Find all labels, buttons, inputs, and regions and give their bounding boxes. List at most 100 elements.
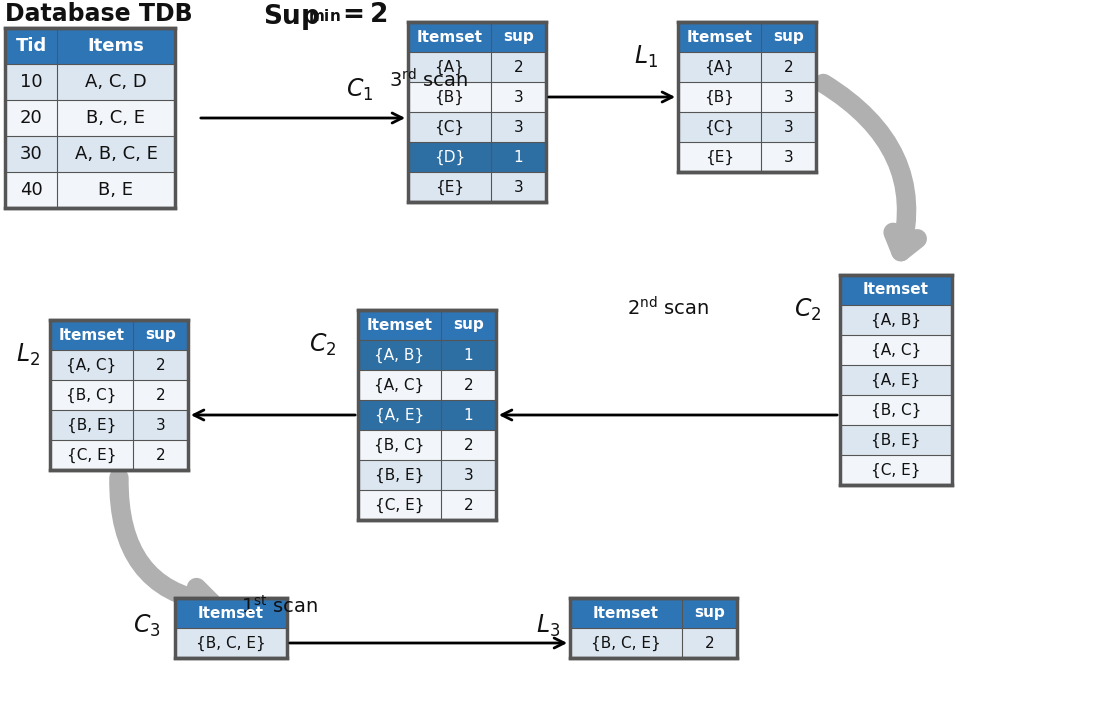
Text: 1: 1 (514, 150, 523, 164)
Text: A, B, C, E: A, B, C, E (75, 145, 158, 163)
Bar (50, 410, 133, 440)
Bar (408, 82, 491, 112)
Text: {A, E}: {A, E} (375, 407, 424, 422)
Text: {B, C}: {B, C} (871, 402, 921, 417)
Text: $C_2$: $C_2$ (309, 332, 337, 358)
Text: sup: sup (146, 328, 176, 343)
Bar (840, 335, 952, 365)
Bar (678, 142, 760, 172)
Bar (133, 320, 188, 350)
Bar (678, 112, 760, 142)
Text: Itemset: Itemset (864, 282, 928, 298)
Bar (491, 22, 547, 52)
Bar (491, 112, 547, 142)
Bar (358, 340, 441, 370)
Text: {B, E}: {B, E} (871, 432, 921, 447)
Bar (50, 380, 133, 410)
Bar (570, 628, 682, 658)
Text: {B, E}: {B, E} (375, 467, 424, 483)
Text: {A}: {A} (704, 60, 735, 75)
Text: A, C, D: A, C, D (85, 73, 147, 91)
Text: {C, E}: {C, E} (67, 447, 116, 462)
Bar (840, 365, 952, 395)
Bar (760, 142, 816, 172)
Text: 30: 30 (20, 145, 43, 163)
Bar (57, 64, 175, 100)
Text: $2^{\mathrm{nd}}$ scan: $2^{\mathrm{nd}}$ scan (627, 297, 709, 320)
Bar (50, 440, 133, 470)
Bar (358, 310, 496, 520)
Bar (491, 172, 547, 202)
Text: {B, C, E}: {B, C, E} (591, 635, 661, 650)
Bar (840, 275, 952, 305)
Bar (760, 82, 816, 112)
Text: Itemset: Itemset (592, 605, 659, 620)
Bar (678, 22, 816, 172)
Bar (760, 112, 816, 142)
Bar (441, 460, 496, 490)
Bar (57, 172, 175, 208)
Bar (4, 28, 175, 208)
Bar (840, 455, 952, 485)
Text: $\mathbf{min}$: $\mathbf{min}$ (308, 8, 340, 24)
Text: 2: 2 (464, 377, 474, 392)
Text: $L_1$: $L_1$ (634, 44, 659, 70)
Bar (441, 490, 496, 520)
Bar (358, 490, 441, 520)
Bar (358, 430, 441, 460)
Text: Itemset: Itemset (417, 29, 483, 44)
Bar (358, 370, 441, 400)
Bar (408, 22, 547, 202)
Text: {A, B}: {A, B} (871, 313, 921, 328)
Bar (441, 340, 496, 370)
Bar (840, 395, 952, 425)
Text: 3: 3 (156, 417, 166, 432)
Text: 10: 10 (20, 73, 43, 91)
Text: Itemset: Itemset (687, 29, 753, 44)
Bar (408, 22, 491, 52)
Bar (4, 100, 57, 136)
Bar (570, 598, 682, 628)
Bar (441, 430, 496, 460)
Text: 2: 2 (156, 447, 166, 462)
Text: 2: 2 (784, 60, 793, 75)
Text: {D}: {D} (433, 149, 465, 165)
Text: {E}: {E} (435, 179, 464, 194)
Bar (57, 100, 175, 136)
Bar (175, 628, 287, 658)
Text: $C_3$: $C_3$ (133, 613, 161, 639)
Text: 2: 2 (464, 437, 474, 452)
Text: {A, B}: {A, B} (374, 348, 424, 363)
Text: $\mathbf{= 2}$: $\mathbf{= 2}$ (337, 2, 388, 28)
Bar (678, 82, 760, 112)
Text: 3: 3 (514, 120, 523, 135)
Text: sup: sup (773, 29, 804, 44)
Bar (4, 172, 57, 208)
Text: sup: sup (454, 318, 484, 333)
Bar (175, 598, 287, 628)
Text: {B, C}: {B, C} (374, 437, 424, 452)
Bar (175, 598, 287, 658)
Text: 2: 2 (514, 60, 523, 75)
Bar (441, 400, 496, 430)
Text: 40: 40 (20, 181, 43, 199)
Bar (4, 28, 57, 64)
Bar (408, 172, 491, 202)
Bar (491, 82, 547, 112)
Text: {C}: {C} (704, 120, 735, 135)
Text: {E}: {E} (704, 149, 734, 165)
Text: 20: 20 (20, 109, 43, 127)
Text: {B}: {B} (704, 90, 735, 105)
Text: Tid: Tid (16, 37, 47, 55)
Bar (408, 142, 491, 172)
Text: 1: 1 (464, 348, 474, 363)
Text: {B, C, E}: {B, C, E} (196, 635, 265, 650)
Text: B, E: B, E (99, 181, 133, 199)
Bar (358, 460, 441, 490)
Bar (678, 22, 760, 52)
Text: {A, C}: {A, C} (871, 343, 921, 358)
Bar (840, 305, 952, 335)
Text: $C_2$: $C_2$ (794, 297, 822, 323)
Text: 3: 3 (464, 467, 474, 483)
Bar (441, 310, 496, 340)
